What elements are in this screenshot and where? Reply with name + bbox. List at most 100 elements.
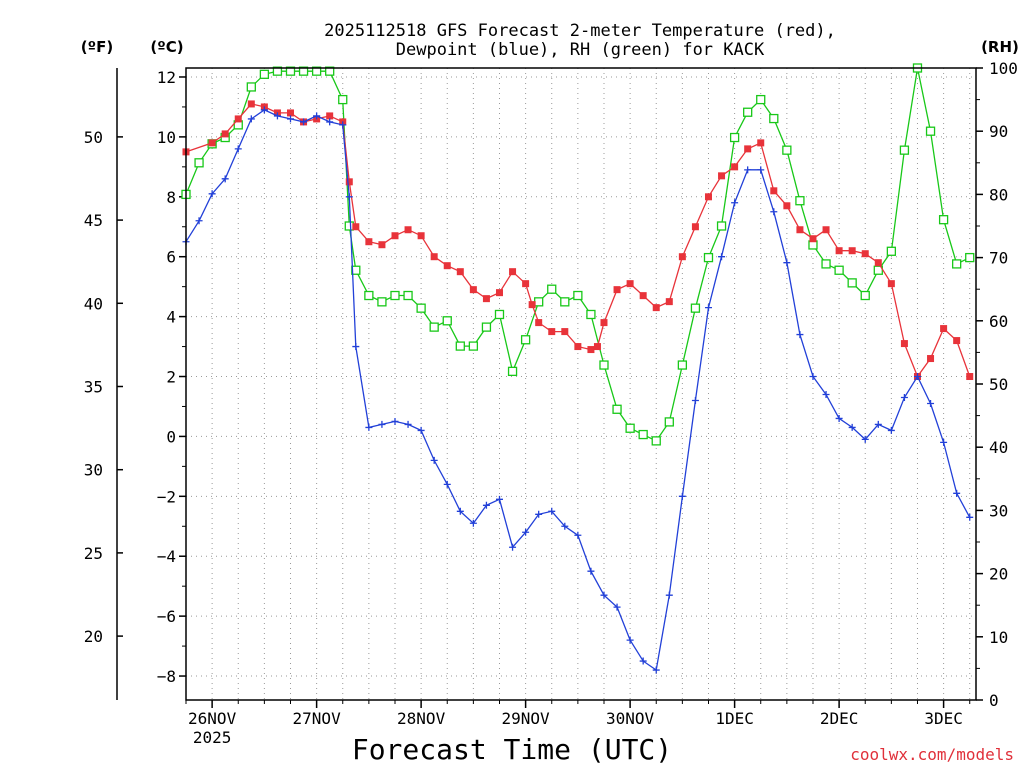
temperature-point (861, 250, 869, 258)
dewpoint-point (718, 253, 726, 261)
rh-point (690, 303, 701, 313)
celsius-tick-label: 2 (166, 368, 176, 387)
dewpoint-point (535, 510, 543, 518)
temperature-point (345, 178, 353, 186)
rh-point (860, 290, 870, 301)
fahrenheit-tick-label: 35 (84, 377, 103, 396)
dewpoint-point (469, 519, 477, 527)
temperature-point (561, 328, 569, 336)
dewpoint-point (953, 489, 961, 497)
temperature-point (326, 112, 334, 120)
rh-point (547, 284, 557, 294)
dewpoint-point (796, 331, 804, 339)
rh-point (285, 66, 296, 76)
fahrenheit-tick-label: 50 (84, 128, 103, 147)
rh-point (965, 252, 975, 263)
x-tick-label: 2DEC (820, 709, 859, 728)
temperature-point (822, 226, 830, 234)
dewpoint-point (404, 420, 412, 428)
rh-tick-label: 70 (989, 249, 1008, 268)
rh-point (625, 423, 635, 433)
temperature-point (744, 145, 752, 153)
temperature-point (678, 253, 686, 261)
celsius-tick-label: 6 (166, 248, 176, 267)
temperature-point (757, 139, 765, 147)
rh-point (638, 429, 648, 440)
temperature-point (731, 163, 739, 171)
dewpoint-point (221, 175, 229, 183)
dewpoint-point (378, 420, 386, 428)
rh-point (886, 246, 897, 256)
series-layer (181, 63, 975, 674)
fahrenheit-tick-label: 30 (84, 461, 103, 480)
rh-point (194, 158, 204, 168)
chart-title-line1: 2025112518 GFS Forecast 2-meter Temperat… (324, 21, 836, 41)
rh-point (677, 360, 688, 370)
grid (186, 68, 976, 700)
dewpoint-point (678, 492, 686, 500)
dewpoint-point (313, 112, 321, 120)
celsius-tick-label: −6 (157, 607, 176, 626)
celsius-tick-label: −2 (157, 487, 176, 506)
temperature-point (234, 115, 242, 123)
temperature-point (639, 292, 647, 300)
dewpoint-point (874, 420, 882, 428)
rh-point (899, 145, 910, 155)
temperature-point (718, 172, 726, 180)
rh-axis: 0 10 20 30 40 50 60 70 80 90 100 (976, 59, 1018, 710)
rh-point (925, 126, 936, 136)
dewpoint-series (182, 106, 974, 674)
temperature-point (835, 247, 843, 255)
temperature-point (482, 295, 490, 303)
temperature-point (940, 325, 948, 333)
rh-point (952, 259, 962, 269)
temperature-point (927, 355, 935, 363)
rh-tick-label: 100 (989, 59, 1018, 78)
rh-point (938, 215, 949, 225)
dewpoint-point (822, 390, 830, 398)
temperature-point (535, 319, 543, 327)
temperature-point (378, 241, 386, 249)
temperature-point (652, 304, 660, 312)
temperature-point (600, 319, 608, 327)
rh-point (834, 265, 844, 275)
temperature-point (391, 232, 399, 240)
dewpoint-point (704, 304, 712, 312)
temperature-point (286, 109, 294, 117)
celsius-tick-label: 12 (157, 68, 176, 87)
rh-point (534, 297, 544, 307)
dewpoint-point (352, 343, 360, 351)
celsius-tick-label: −4 (157, 547, 176, 566)
dewpoint-point (195, 217, 203, 225)
fahrenheit-tick-label: 40 (84, 294, 103, 313)
dewpoint-point (652, 666, 660, 674)
rh-tick-label: 60 (989, 312, 1008, 331)
dewpoint-point (900, 393, 908, 401)
dewpoint-point (613, 603, 621, 611)
dewpoint-point (548, 507, 556, 515)
rh-point (847, 278, 857, 288)
x-tick-label: 28NOV (397, 709, 446, 728)
rh-point (599, 360, 609, 370)
dewpoint-point (757, 166, 765, 174)
dewpoint-point (391, 417, 399, 425)
rh-point (507, 366, 518, 377)
rh-tick-label: 50 (989, 375, 1008, 394)
dewpoint-point (587, 567, 595, 575)
temperature-point (665, 298, 673, 306)
temperature-point (691, 223, 699, 231)
rh-point (455, 341, 465, 351)
dewpoint-point (600, 591, 608, 599)
dewpoint-point (783, 259, 791, 267)
rh-point (612, 404, 622, 414)
temperature-point (208, 139, 216, 147)
dewpoint-point (234, 145, 242, 153)
rh-point (494, 309, 505, 320)
temperature-line (185, 103, 971, 378)
temperature-point (430, 253, 438, 261)
rh-point (651, 436, 661, 446)
rh-point (821, 259, 831, 269)
rh-point (703, 252, 714, 263)
rh-point (298, 66, 309, 76)
